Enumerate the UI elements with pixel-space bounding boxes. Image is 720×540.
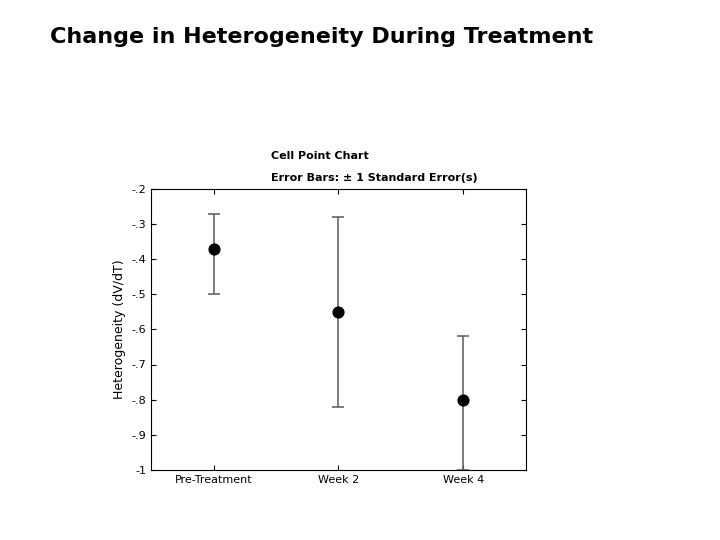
Point (208, 244, 220, 253)
Text: Cell Point Chart: Cell Point Chart (271, 151, 369, 161)
Y-axis label: Heterogeneity (dV/dT): Heterogeneity (dV/dT) (113, 260, 126, 399)
Text: Change in Heterogeneity During Treatment: Change in Heterogeneity During Treatment (50, 27, 593, 47)
Point (333, 308, 344, 316)
Point (457, 395, 469, 404)
Text: Error Bars: ± 1 Standard Error(s): Error Bars: ± 1 Standard Error(s) (271, 173, 477, 184)
